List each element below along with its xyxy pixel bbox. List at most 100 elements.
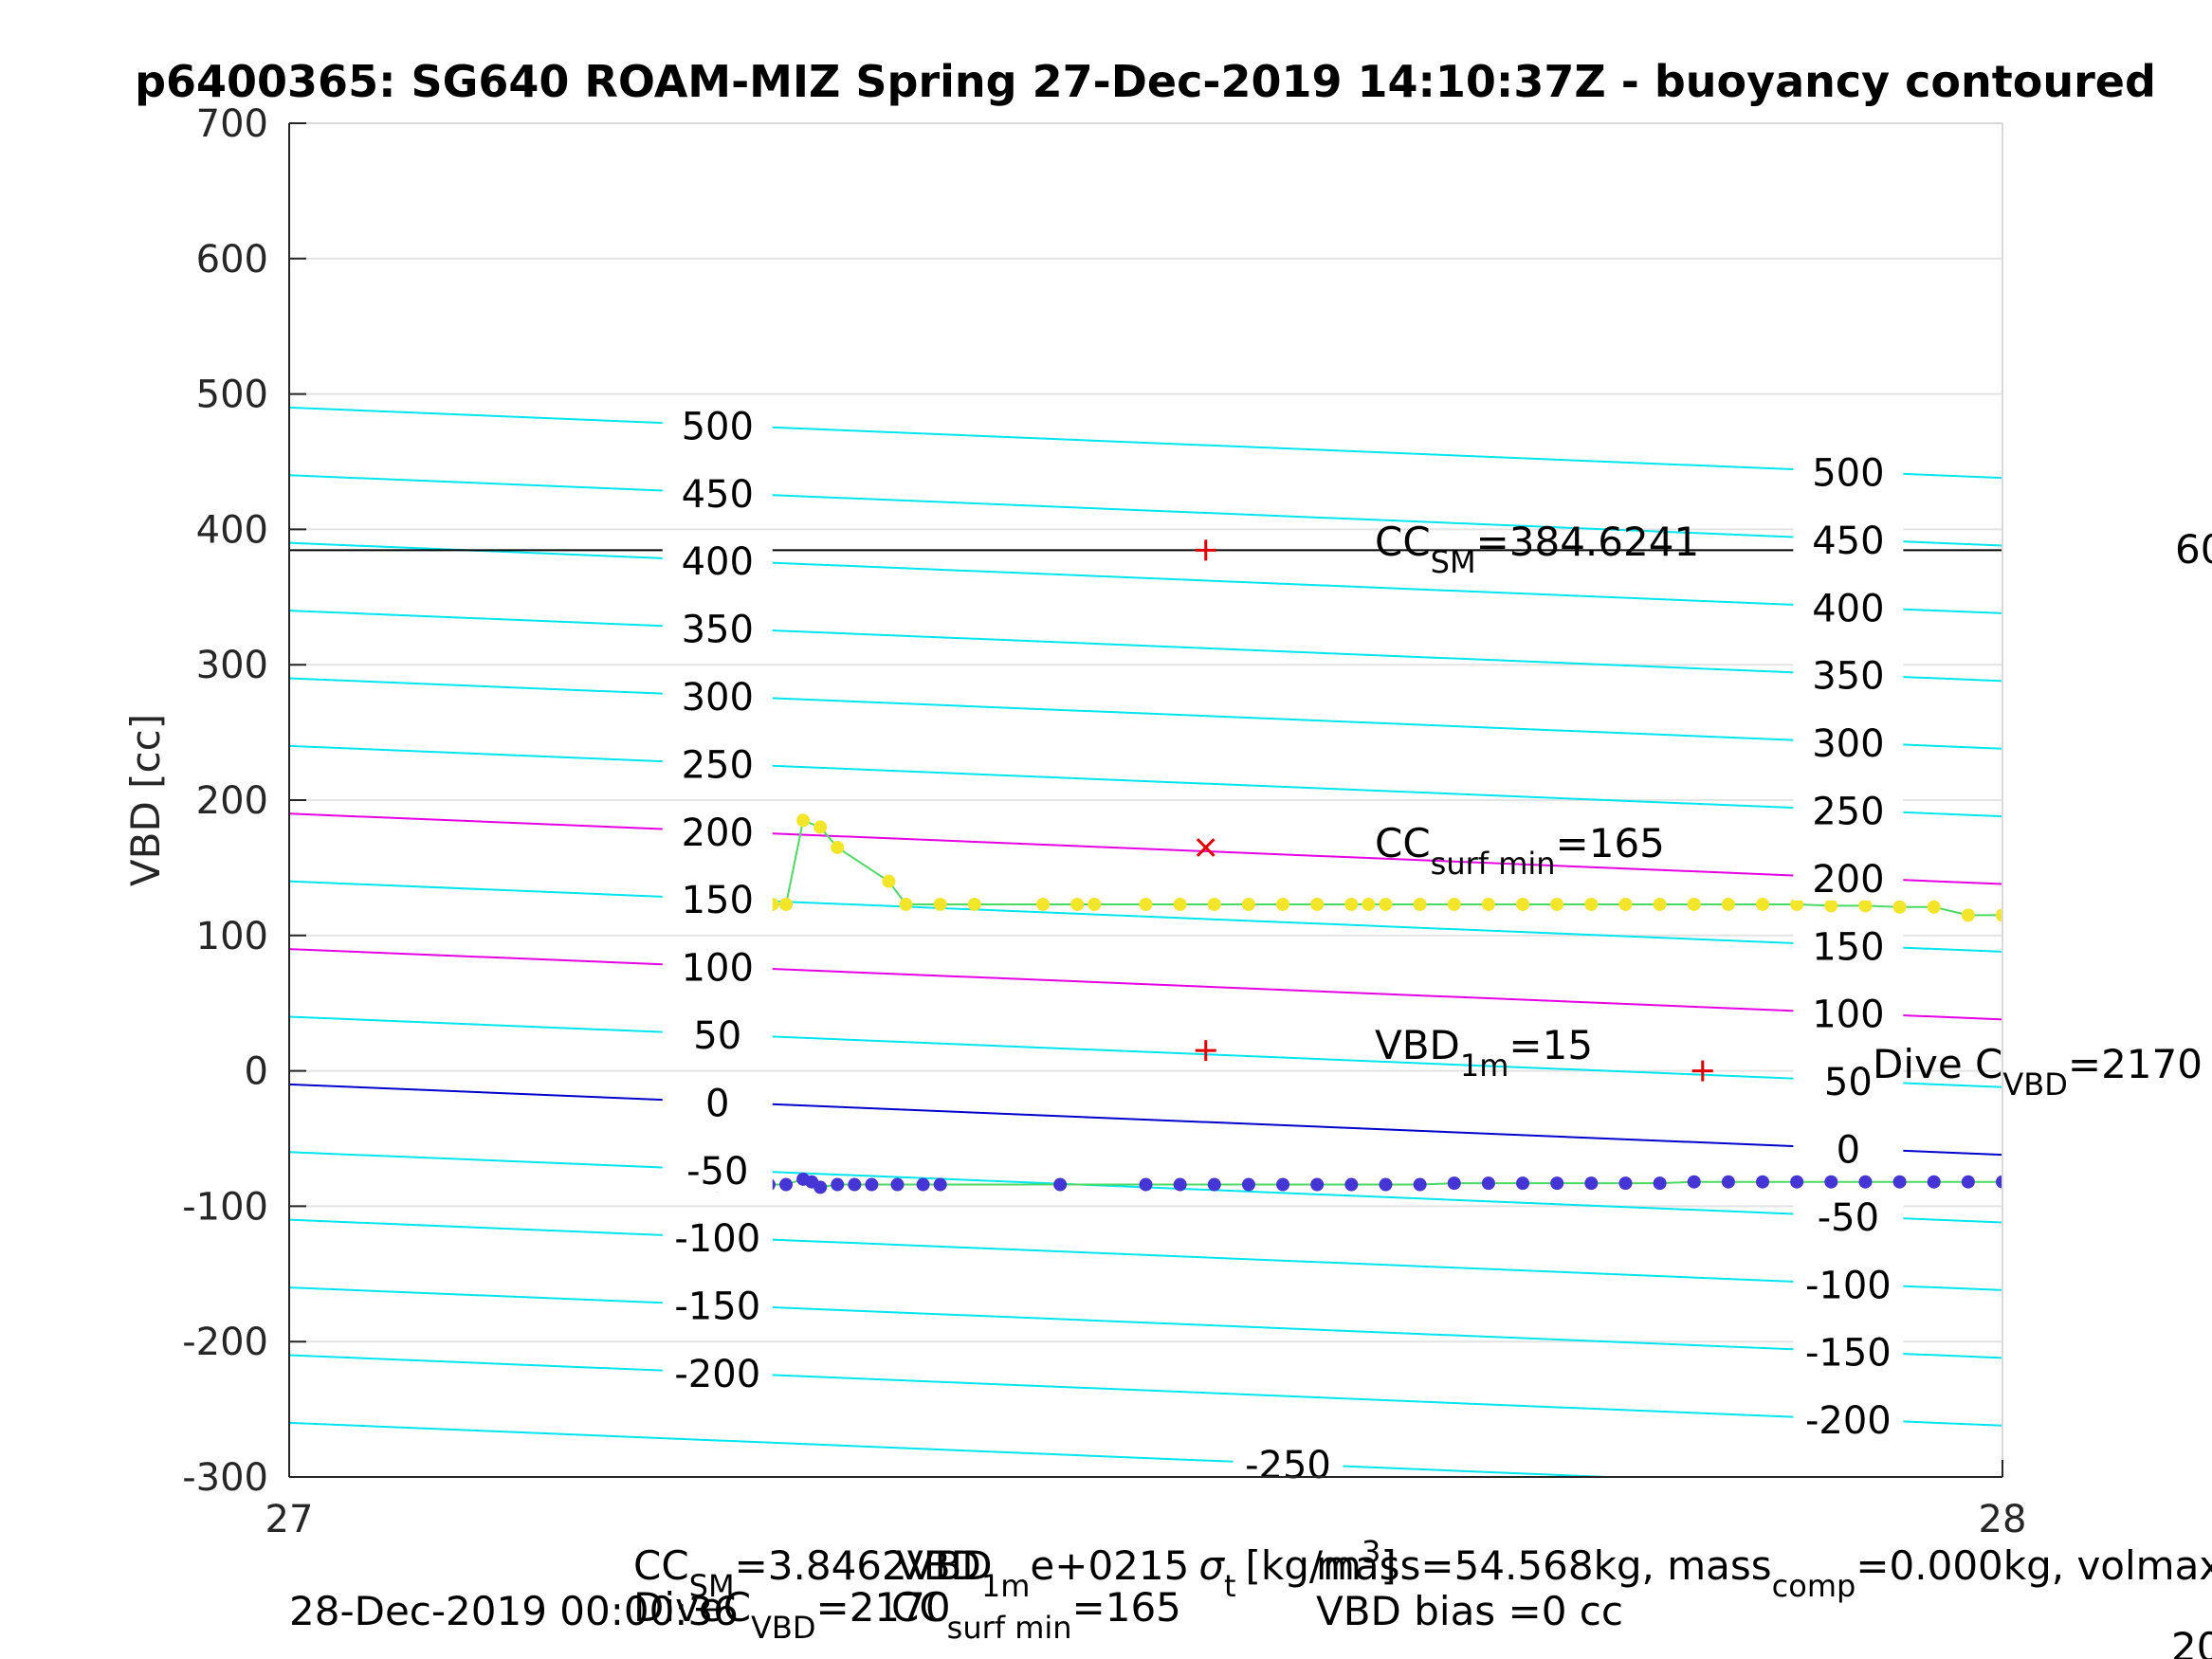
ascent-point	[1653, 1176, 1667, 1191]
descent-point	[967, 897, 981, 911]
y-tick-label: 300	[196, 644, 268, 687]
contour-label: -150	[674, 1285, 760, 1329]
contour-label-bg	[662, 1211, 773, 1261]
descent-point	[1858, 899, 1873, 913]
contour-line	[289, 744, 2002, 818]
contour-label: 350	[1812, 655, 1884, 699]
ascent-point	[1276, 1177, 1290, 1192]
y-tick-label: -300	[182, 1456, 268, 1500]
descent-point	[1481, 897, 1495, 911]
contour-label: 150	[682, 879, 754, 922]
contour-label-bg	[662, 601, 773, 651]
contour-label: 500	[1812, 451, 1884, 495]
ascent-point	[1053, 1177, 1068, 1192]
ascent-point	[916, 1177, 930, 1192]
ascent-point	[1310, 1177, 1325, 1192]
contour-label: 250	[682, 743, 754, 787]
descent-point	[2030, 908, 2043, 921]
right-edge-label: 60	[2175, 526, 2212, 573]
ascent-point	[1721, 1175, 1735, 1189]
contour-label: 300	[682, 676, 754, 720]
footer: CCSM=3.8462VBD VBD1me+0215 σt [kg/m3] 28-D…	[289, 1534, 2212, 1646]
contour-label-bg	[662, 1278, 773, 1328]
descent-point	[882, 874, 896, 888]
corner-label: 20	[2171, 1624, 2212, 1659]
descent-point	[2098, 908, 2111, 921]
contour-line	[289, 880, 2002, 953]
descent-point	[2202, 908, 2212, 921]
contour-label: -50	[686, 1150, 748, 1194]
ascent-point	[1996, 1175, 2002, 1189]
y-tick-label: -100	[182, 1185, 268, 1229]
contour-label-bg	[1793, 445, 1904, 495]
contour-label: -200	[1805, 1399, 1892, 1443]
descent-point	[1927, 900, 1941, 914]
contour-label: 450	[682, 473, 754, 517]
contour-label: 150	[1812, 925, 1884, 969]
y-tick-label: 600	[196, 238, 268, 282]
contour-label: 100	[1812, 994, 1884, 1037]
contour-label-bg	[662, 1346, 773, 1396]
ascent-point	[1824, 1175, 1838, 1189]
ascent-point	[1481, 1176, 1495, 1191]
y-tick-label: 500	[196, 374, 268, 417]
ascent-point	[1516, 1176, 1530, 1191]
contour-label: 500	[682, 405, 754, 448]
ascent-point	[2030, 1176, 2043, 1189]
descent-point	[2064, 908, 2077, 921]
buoyancy-contours	[289, 406, 2002, 1477]
ascent-point	[1413, 1177, 1427, 1192]
y-tick-label: 400	[196, 508, 268, 552]
descent-point	[1790, 897, 1804, 911]
contour-label: 400	[1812, 587, 1884, 630]
descent-point	[1344, 897, 1359, 911]
footer-vbd-1m-sigma: VBD1me+0215 σt [kg/m3]	[896, 1534, 1397, 1604]
contour-line	[289, 610, 2002, 683]
contour-label-bg	[662, 737, 773, 787]
ascent-point	[2202, 1176, 2212, 1189]
contour-label-bg	[1793, 1189, 1904, 1239]
contour-label: 100	[682, 947, 754, 991]
ascent-point	[2064, 1176, 2077, 1189]
contour-label: 250	[1812, 790, 1884, 833]
descent-point	[899, 897, 913, 911]
contour-label-bg	[1793, 1054, 1904, 1104]
plus-marker	[1691, 1060, 1713, 1082]
y-tick-label: 0	[245, 1050, 268, 1094]
descent-point	[1756, 897, 1770, 911]
ascent-point	[1344, 1177, 1359, 1192]
descent-point	[1550, 897, 1564, 911]
descent-point	[1824, 899, 1838, 913]
descent-point	[1961, 908, 1975, 922]
contour-line	[289, 474, 2002, 547]
descent-point	[1070, 897, 1085, 911]
y-axis-label: VBD [cc]	[122, 714, 169, 886]
contour-label-bg	[662, 534, 773, 584]
contour-label-bg	[1233, 1437, 1344, 1487]
y-tick-label: 200	[196, 779, 268, 823]
descent-point	[1379, 897, 1393, 911]
contour-label-bg	[662, 669, 773, 720]
ascent-point	[1550, 1176, 1564, 1191]
contour-label-bg	[662, 872, 773, 922]
contour-label-bg	[662, 939, 773, 990]
contour-label-bg	[662, 465, 773, 516]
ascent-point	[1687, 1175, 1701, 1189]
descent-point	[1687, 897, 1701, 911]
contour-label: 200	[1812, 858, 1884, 902]
x-tick-label: 28	[1979, 1498, 2027, 1541]
plus-marker	[1195, 1040, 1216, 1062]
chart-title: p6400365: SG640 ROAM-MIZ Spring 27-Dec-2…	[135, 56, 2156, 107]
contour-labels: 500 450 400 350 300 250 200 150 100 500 -50 -100 -15…	[662, 398, 1904, 1487]
descent-point	[933, 897, 947, 911]
y-tick-label: -200	[182, 1321, 268, 1364]
descent-point	[831, 840, 845, 854]
y-tick-label: 100	[196, 915, 268, 958]
descent-point	[1362, 897, 1376, 911]
contour-line	[289, 948, 2002, 1021]
ascent-point	[1139, 1177, 1153, 1192]
descent-point	[1088, 897, 1102, 911]
descent-path	[761, 819, 2002, 917]
contour-label: 400	[682, 540, 754, 584]
contour-label: -100	[1805, 1264, 1892, 1307]
